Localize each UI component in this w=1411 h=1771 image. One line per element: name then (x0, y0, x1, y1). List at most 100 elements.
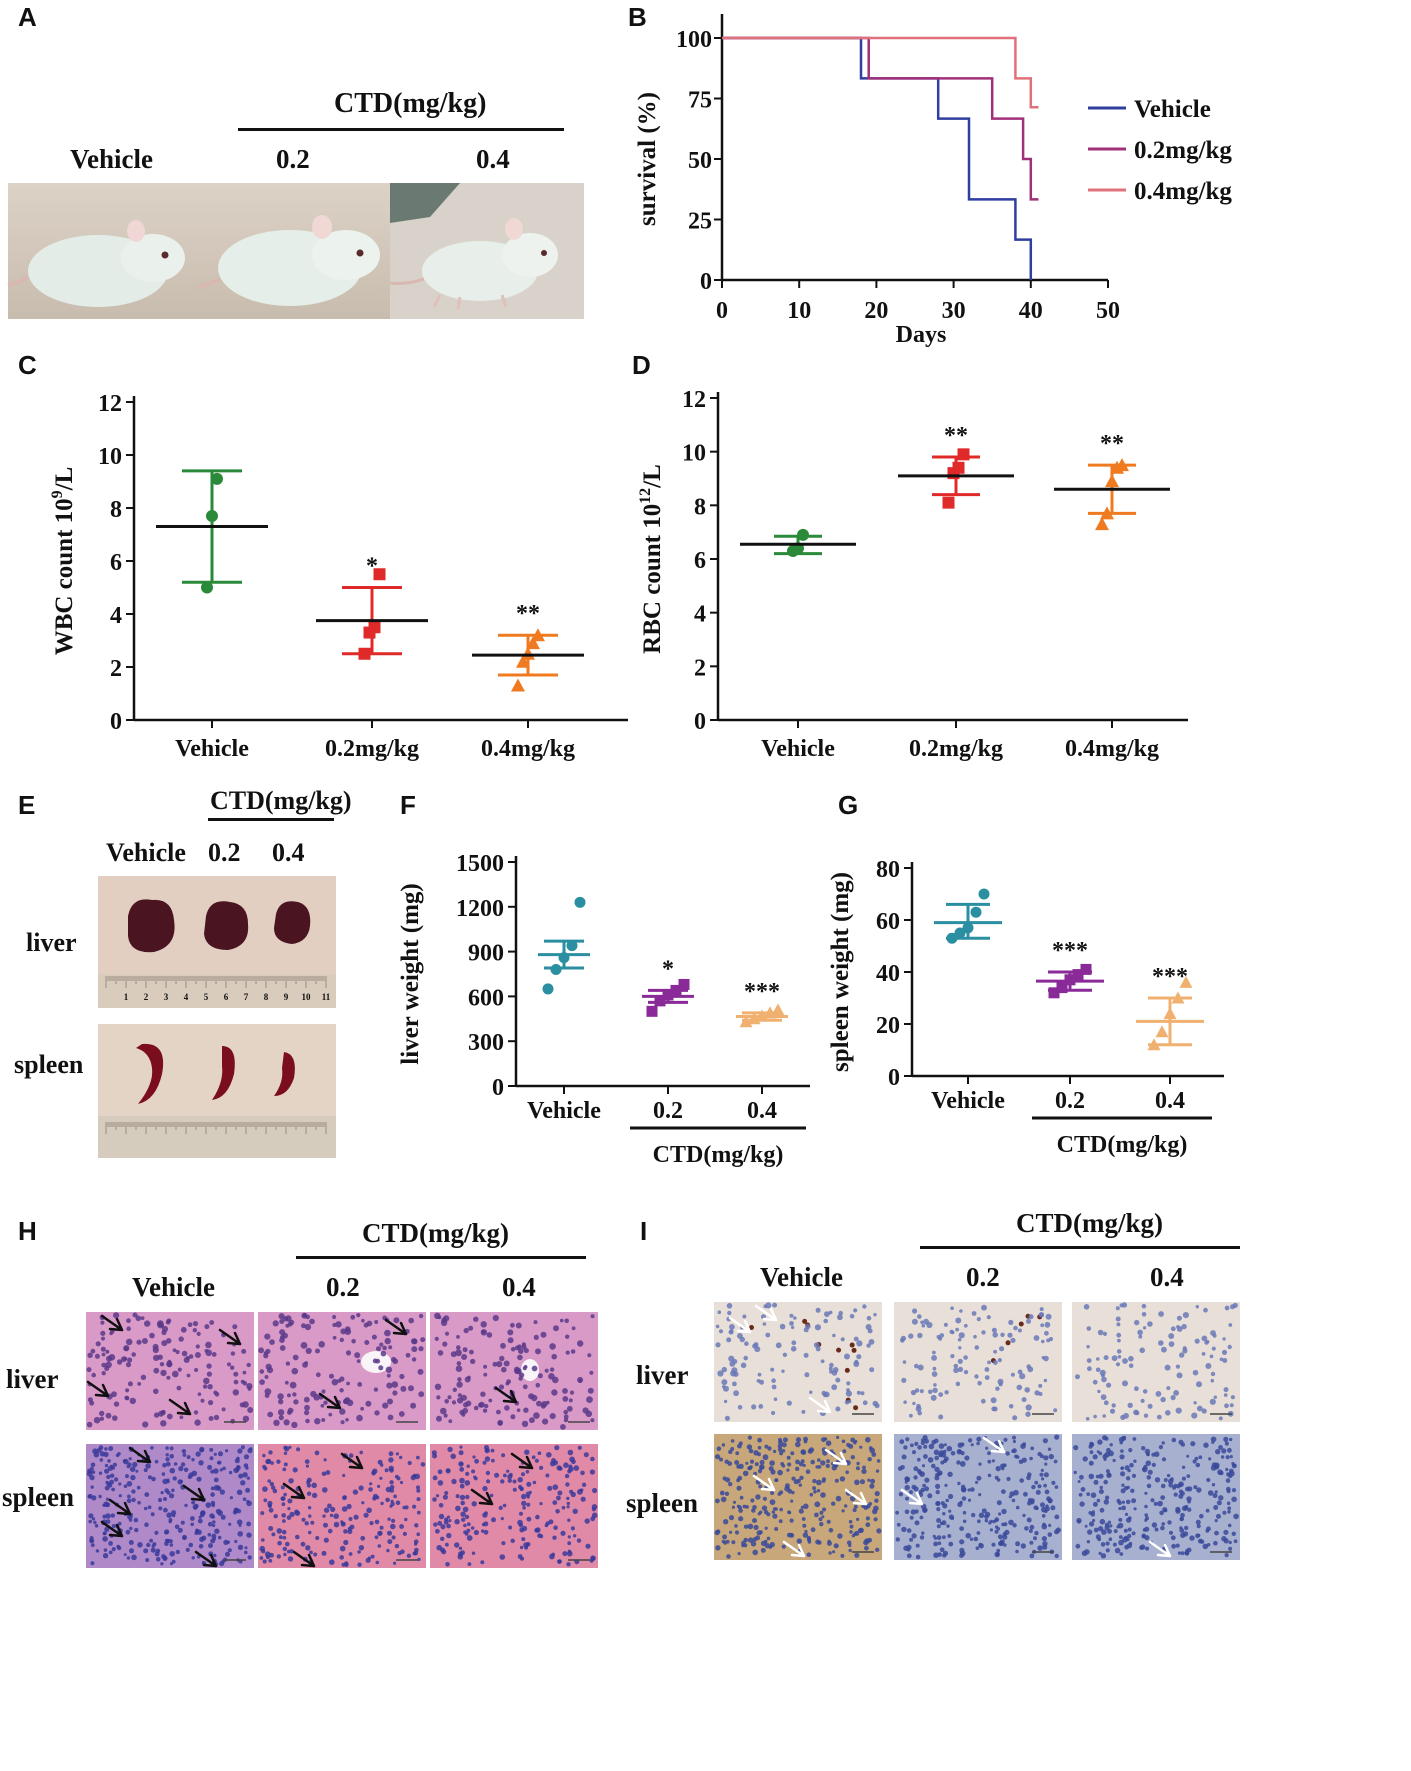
panel-e-group-04: 0.4 (272, 838, 305, 867)
cell-nucleus (1092, 1454, 1098, 1460)
cell-nucleus (1139, 1347, 1145, 1354)
cell-nucleus (557, 1490, 563, 1496)
y-tick-label: 1500 (456, 851, 504, 877)
cell-nucleus (470, 1526, 475, 1530)
cell-nucleus (461, 1354, 468, 1360)
cell-nucleus (433, 1522, 438, 1527)
cell-nucleus (130, 1474, 136, 1481)
cell-nucleus (283, 1419, 290, 1426)
cell-nucleus (1130, 1488, 1135, 1493)
cell-nucleus (829, 1369, 834, 1374)
cell-nucleus (826, 1459, 830, 1464)
cell-nucleus (191, 1470, 198, 1477)
cell-nucleus (291, 1421, 298, 1429)
cell-nucleus (760, 1547, 766, 1553)
panel-e-group-02: 0.2 (208, 838, 241, 867)
cell-nucleus (455, 1494, 460, 1499)
cell-nucleus (950, 1354, 955, 1359)
cell-nucleus (555, 1509, 560, 1514)
cell-nucleus (219, 1560, 225, 1567)
cell-nucleus (463, 1327, 469, 1334)
cell-nucleus (1140, 1544, 1146, 1550)
y-tick-label: 20 (876, 1013, 900, 1039)
cell-nucleus (90, 1543, 95, 1547)
cell-nucleus (726, 1337, 732, 1343)
cell-nucleus (434, 1383, 442, 1390)
cell-nucleus (836, 1435, 840, 1439)
cell-nucleus (473, 1476, 478, 1481)
cell-nucleus (745, 1461, 749, 1465)
cell-nucleus (147, 1475, 152, 1480)
cell-nucleus (512, 1487, 517, 1492)
cell-nucleus (850, 1437, 856, 1443)
cell-nucleus (1044, 1330, 1049, 1336)
cell-nucleus (1182, 1531, 1189, 1537)
cell-nucleus (1092, 1518, 1096, 1523)
cell-nucleus (391, 1356, 397, 1363)
cell-nucleus (168, 1518, 173, 1522)
y-tick-label: 1200 (456, 896, 504, 922)
x-tick-label: 30 (942, 298, 966, 324)
cell-nucleus (123, 1346, 129, 1352)
cell-nucleus (817, 1458, 821, 1462)
cell-nucleus (1006, 1476, 1011, 1482)
cell-nucleus (931, 1355, 937, 1361)
cell-nucleus (856, 1354, 862, 1360)
cell-nucleus (348, 1552, 353, 1556)
cell-nucleus (1106, 1472, 1112, 1478)
cell-nucleus (895, 1510, 899, 1515)
cell-nucleus (172, 1370, 179, 1378)
cell-nucleus (192, 1328, 197, 1333)
cell-nucleus (214, 1528, 220, 1534)
cell-nucleus (761, 1505, 768, 1511)
cell-nucleus (295, 1534, 300, 1540)
cell-nucleus (446, 1523, 451, 1529)
cell-nucleus (922, 1483, 926, 1488)
cell-nucleus (984, 1511, 991, 1518)
cell-nucleus (751, 1404, 757, 1410)
cell-nucleus (1141, 1303, 1147, 1309)
cell-nucleus (770, 1367, 775, 1372)
cell-nucleus (1211, 1483, 1216, 1487)
cell-nucleus (1087, 1529, 1093, 1535)
cell-nucleus (938, 1450, 945, 1456)
cell-nucleus (1029, 1553, 1035, 1559)
cell-nucleus (450, 1453, 457, 1460)
cell-nucleus (342, 1398, 349, 1405)
cell-nucleus (1100, 1542, 1106, 1547)
spleen-ruler (105, 1122, 327, 1134)
cell-nucleus (208, 1543, 213, 1549)
cell-nucleus (860, 1479, 865, 1485)
legend-label-0: Vehicle (1134, 96, 1211, 123)
cell-nucleus (772, 1302, 778, 1308)
data-point (1080, 963, 1092, 975)
cell-nucleus (306, 1477, 312, 1483)
cell-nucleus (1163, 1478, 1168, 1482)
cell-nucleus (222, 1466, 226, 1471)
cell-nucleus (1034, 1390, 1040, 1396)
cell-nucleus (590, 1418, 595, 1423)
y-tick-label: 50 (688, 148, 712, 174)
panel-a-group-02: 0.2 (276, 144, 310, 174)
cell-nucleus (507, 1329, 514, 1336)
legend-label-2: 0.4mg/kg (1134, 178, 1232, 205)
cell-nucleus (1104, 1525, 1110, 1531)
cell-nucleus (289, 1381, 297, 1389)
cell-nucleus (1008, 1319, 1014, 1325)
x-tick-label: 0.4 (1155, 1088, 1185, 1114)
cell-nucleus (133, 1517, 139, 1523)
cell-nucleus (1231, 1463, 1237, 1469)
cell-nucleus (580, 1470, 585, 1476)
cell-nucleus (198, 1460, 204, 1466)
significance-label: * (366, 554, 378, 580)
cell-nucleus (1151, 1452, 1156, 1457)
y-tick-label: 12 (98, 391, 122, 417)
cell-nucleus (910, 1389, 917, 1396)
cell-nucleus (386, 1373, 391, 1378)
cell-nucleus (1181, 1465, 1186, 1469)
cell-nucleus (241, 1348, 247, 1354)
significance-label: ** (944, 423, 968, 449)
cell-nucleus (163, 1507, 168, 1513)
cell-nucleus (1187, 1507, 1192, 1512)
